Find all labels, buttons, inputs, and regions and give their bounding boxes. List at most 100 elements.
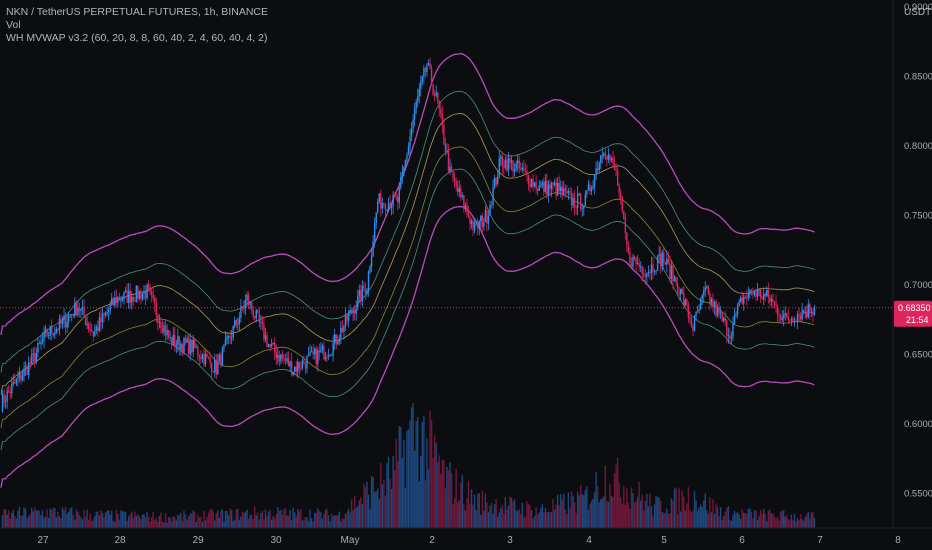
candle-body [209, 357, 211, 363]
candle-body [773, 301, 776, 303]
candle-body [257, 310, 259, 314]
volume-bar [41, 509, 44, 528]
volume-bar [390, 489, 393, 528]
volume-bar [733, 510, 736, 528]
candle-body [526, 171, 528, 175]
candle-body [643, 273, 645, 276]
candle-body [161, 328, 164, 333]
volume-indicator-label[interactable]: Vol [6, 19, 21, 31]
volume-bar [397, 461, 399, 528]
candle-body [341, 327, 344, 333]
candle-body [132, 296, 134, 301]
volume-bar [369, 508, 371, 528]
volume-bar [204, 520, 207, 528]
volume-bar [636, 496, 639, 528]
volume-bar [332, 516, 334, 528]
candle-body [540, 185, 542, 187]
volume-bar [630, 487, 633, 528]
candle-body [40, 342, 42, 345]
volume-bar [192, 510, 194, 528]
volume-bar [226, 510, 228, 528]
candle-body [320, 349, 322, 353]
candle-body [555, 182, 557, 196]
volume-bar [395, 439, 397, 528]
candle-body [603, 153, 605, 156]
mvwap-band-line [0, 205, 815, 488]
volume-bar [164, 513, 167, 528]
volume-bar [27, 516, 30, 528]
candle-body [729, 335, 731, 339]
candle-body [598, 162, 600, 171]
candle-body [500, 156, 502, 159]
candle-body [86, 323, 88, 326]
candle-body [369, 266, 371, 272]
volume-bar [541, 504, 543, 528]
mvwap-indicator-label[interactable]: WH MVWAP v3.2 (60, 20, 8, 8, 60, 40, 2, … [6, 32, 268, 44]
volume-bar [320, 512, 322, 528]
volume-bar [375, 491, 377, 528]
volume-bar [109, 514, 111, 528]
volume-bar [683, 496, 685, 528]
volume-bar [483, 510, 485, 528]
candle-body [783, 315, 785, 319]
candle-body [464, 205, 467, 209]
volume-bar [423, 416, 425, 528]
candle-body [449, 166, 451, 172]
volume-bar [212, 511, 214, 528]
volume-bar [274, 518, 276, 528]
volume-bar [729, 519, 731, 528]
volume-bar [755, 510, 757, 528]
symbol-title[interactable]: NKN / TetherUS PERPETUAL FUTURES, 1h, BI… [6, 6, 268, 18]
volume-bar [115, 509, 118, 528]
candle-body [675, 276, 677, 284]
candle-body [263, 324, 265, 340]
candle-body [779, 316, 782, 320]
candle-body [366, 289, 368, 294]
volume-bar [143, 514, 145, 528]
volume-bar [235, 509, 237, 528]
candle-body [638, 263, 640, 268]
candle-body [167, 329, 170, 338]
volume-bar [432, 457, 434, 528]
volume-bar [533, 516, 536, 528]
candle-body [796, 314, 799, 323]
candle-body [29, 362, 31, 364]
time-axis[interactable]: 27 28 29 30 May 2 3 4 5 6 7 8 [37, 535, 901, 546]
candle-body [112, 298, 114, 306]
volume-bar [229, 508, 231, 528]
candle-body [333, 334, 336, 343]
volume-bar [338, 511, 341, 528]
candle-body [549, 184, 551, 190]
candle-body [755, 291, 757, 297]
candle-body [338, 338, 341, 343]
candle-body [663, 252, 665, 263]
candle-body [106, 312, 108, 314]
volume-bar [232, 520, 234, 528]
candle-body [363, 285, 365, 291]
volume-bar [218, 517, 221, 528]
volume-bar [301, 520, 304, 528]
volume-bar [452, 504, 454, 528]
candle-body [138, 291, 141, 299]
candle-body [78, 307, 81, 312]
volume-bar [313, 513, 316, 528]
volume-bar [241, 511, 244, 528]
candle-body [166, 329, 168, 336]
volume-bar [424, 480, 427, 528]
volume-bar [713, 514, 716, 528]
candle-body [437, 92, 439, 101]
volume-bar [141, 514, 144, 528]
candle-body [440, 108, 442, 114]
volume-bar [481, 490, 484, 528]
volume-bar [17, 511, 19, 528]
volume-bar [393, 470, 396, 528]
volume-bar [716, 507, 719, 528]
volume-bar [155, 517, 158, 528]
candle-body [543, 182, 545, 192]
candle-body [217, 361, 219, 375]
volume-bar [727, 506, 730, 528]
